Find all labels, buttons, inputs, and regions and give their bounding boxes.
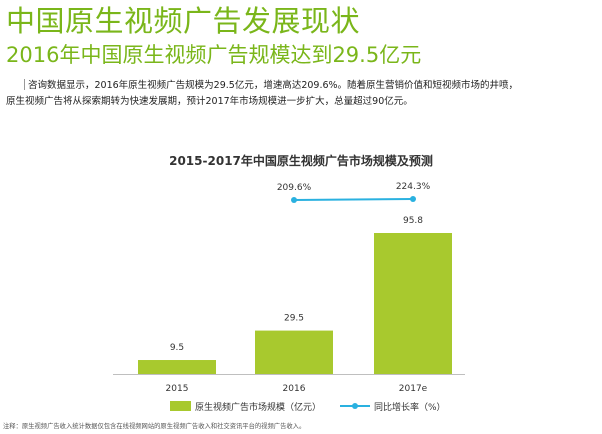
bar-labels: 9.5 29.5 95.8 <box>170 216 423 353</box>
footnote: 注释：原生视频广告收入统计数据仅包含在线视频网站的原生视频广告收入和社交资讯平台… <box>3 423 306 430</box>
page-title: 中国原生视频广告发展现状 <box>6 4 361 38</box>
bar-2016 <box>255 330 333 374</box>
bar-label-2016: 29.5 <box>284 314 304 324</box>
x-tick-2016: 2016 <box>283 384 306 394</box>
x-tick-2017e: 2017e <box>399 384 428 394</box>
bar-2015 <box>138 360 216 374</box>
x-tick-2015: 2015 <box>166 384 189 394</box>
growth-label-2016: 209.6% <box>277 183 312 193</box>
bar-2017e <box>374 233 452 374</box>
summary-line-1: 咨询数据显示，2016年原生视频广告规模为29.5亿元，增速高达209.6%。随… <box>6 78 518 93</box>
bar-series <box>138 233 452 374</box>
growth-point-2017e <box>410 196 416 202</box>
legend-marker-growth <box>352 403 358 409</box>
growth-label-2017e: 224.3% <box>396 182 431 192</box>
text-cursor-mark <box>24 79 25 90</box>
chart-legend: 原生视频广告市场规模（亿元） 同比增长率（%） <box>170 401 446 413</box>
page-subtitle: 2016年中国原生视频广告规模达到29.5亿元 <box>6 43 422 67</box>
summary-line-2: 原生视频广告将从探索期转为快速发展期，预计2017年市场规模进一步扩大，总量超过… <box>6 96 413 107</box>
bar-label-2015: 9.5 <box>170 343 184 353</box>
growth-line-series: 209.6% 224.3% <box>277 182 431 203</box>
bar-label-2017e: 95.8 <box>403 216 423 226</box>
summary-line-1-text: 咨询数据显示，2016年原生视频广告规模为29.5亿元，增速高达209.6%。随… <box>28 80 519 91</box>
legend-swatch-bar <box>170 401 191 411</box>
x-tick-labels: 2015 2016 2017e <box>166 384 428 394</box>
legend-label-bar: 原生视频广告市场规模（亿元） <box>195 401 321 413</box>
chart-title: 2015-2017年中国原生视频广告市场规模及预测 <box>169 154 433 168</box>
growth-point-2016 <box>291 197 297 203</box>
legend-label-growth: 同比增长率（%） <box>374 401 446 413</box>
growth-line <box>293 198 414 201</box>
